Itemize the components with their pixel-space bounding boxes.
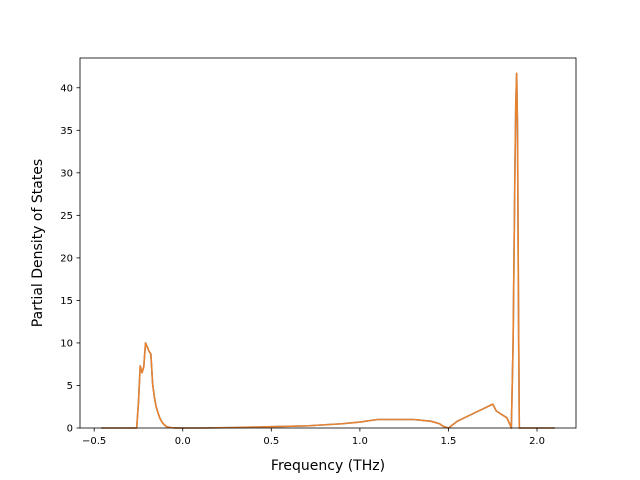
y-tick-label: 10 [60, 338, 73, 349]
y-tick-label: 40 [60, 83, 73, 94]
y-tick-label: 20 [60, 253, 73, 264]
series-layer [101, 72, 555, 429]
y-tick-label: 5 [67, 381, 73, 392]
x-tick-label: 0.5 [263, 436, 279, 447]
x-axis-label: Frequency (THz) [271, 458, 385, 474]
x-tick-label: 1.0 [352, 436, 368, 447]
plot-area-background [80, 58, 576, 428]
y-tick-label: 15 [60, 296, 73, 307]
y-tick-label: 0 [67, 424, 73, 435]
y-tick-label: 25 [60, 211, 73, 222]
x-tick-label: 0.0 [175, 436, 191, 447]
y-tick-label: 35 [60, 126, 73, 137]
x-tick-label: −0.5 [82, 436, 106, 447]
series-line-2 [101, 72, 555, 429]
x-axis-ticks: −0.5 0.0 0.5 1.0 1.5 2.0 [82, 428, 545, 447]
plot-area-frame [79, 57, 577, 429]
y-axis-label: Partial Density of States [30, 159, 46, 327]
y-axis-ticks: 0 5 10 15 20 25 30 35 40 [60, 83, 80, 435]
y-tick-label: 30 [60, 168, 73, 179]
x-tick-label: 1.5 [441, 436, 457, 447]
x-tick-label: 2.0 [529, 436, 545, 447]
